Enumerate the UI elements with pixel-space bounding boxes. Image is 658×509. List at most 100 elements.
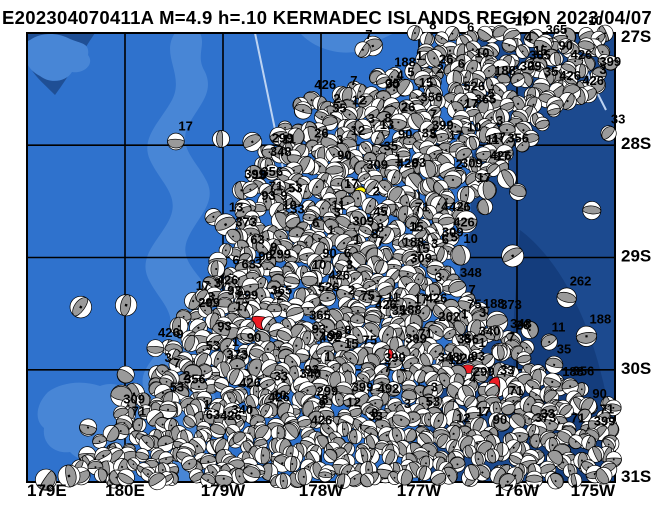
svg-text:5: 5 bbox=[451, 229, 458, 244]
svg-text:356: 356 bbox=[507, 130, 529, 145]
svg-text:3: 3 bbox=[336, 132, 343, 147]
svg-text:71: 71 bbox=[415, 199, 429, 214]
svg-text:175W: 175W bbox=[571, 481, 616, 500]
svg-text:30S: 30S bbox=[621, 359, 651, 378]
svg-text:356: 356 bbox=[573, 364, 595, 379]
svg-text:10: 10 bbox=[312, 257, 326, 272]
svg-text:365: 365 bbox=[309, 308, 331, 323]
svg-text:7: 7 bbox=[365, 27, 372, 42]
svg-text:6: 6 bbox=[232, 253, 239, 268]
svg-text:7: 7 bbox=[508, 329, 515, 344]
svg-text:26: 26 bbox=[516, 318, 530, 333]
svg-text:26: 26 bbox=[401, 100, 415, 115]
svg-text:309: 309 bbox=[461, 156, 483, 171]
svg-text:426: 426 bbox=[426, 291, 448, 306]
svg-text:17: 17 bbox=[449, 127, 463, 142]
svg-text:3: 3 bbox=[368, 111, 375, 126]
svg-text:33: 33 bbox=[274, 368, 288, 383]
svg-text:33: 33 bbox=[500, 363, 514, 378]
svg-text:1: 1 bbox=[412, 219, 419, 234]
svg-text:1: 1 bbox=[353, 232, 360, 247]
svg-text:10: 10 bbox=[463, 231, 477, 246]
svg-text:7: 7 bbox=[173, 356, 180, 371]
svg-text:12: 12 bbox=[347, 395, 361, 410]
svg-text:188: 188 bbox=[494, 63, 516, 78]
svg-text:309: 309 bbox=[520, 58, 542, 73]
svg-text:426: 426 bbox=[311, 413, 333, 428]
svg-text:176W: 176W bbox=[495, 481, 540, 500]
svg-text:12: 12 bbox=[456, 411, 470, 426]
svg-text:90: 90 bbox=[592, 386, 606, 401]
svg-text:3: 3 bbox=[479, 305, 486, 320]
svg-text:33: 33 bbox=[611, 111, 625, 126]
svg-text:4: 4 bbox=[469, 371, 477, 386]
svg-text:12: 12 bbox=[448, 352, 462, 367]
svg-text:28S: 28S bbox=[621, 134, 651, 153]
svg-text:93: 93 bbox=[217, 319, 231, 334]
svg-text:180E: 180E bbox=[105, 481, 145, 500]
svg-text:373: 373 bbox=[226, 347, 248, 362]
svg-text:4: 4 bbox=[441, 199, 449, 214]
svg-text:426: 426 bbox=[314, 77, 336, 92]
svg-text:53: 53 bbox=[170, 380, 184, 395]
svg-text:35: 35 bbox=[386, 76, 400, 91]
svg-text:1: 1 bbox=[324, 349, 331, 364]
svg-text:1: 1 bbox=[416, 48, 423, 63]
svg-text:179E: 179E bbox=[27, 481, 67, 500]
svg-text:6: 6 bbox=[312, 215, 319, 230]
svg-text:17: 17 bbox=[495, 149, 509, 164]
svg-text:526: 526 bbox=[318, 279, 340, 294]
svg-text:1: 1 bbox=[328, 223, 335, 238]
svg-text:399: 399 bbox=[352, 380, 374, 395]
svg-text:2: 2 bbox=[348, 282, 355, 297]
svg-text:399: 399 bbox=[405, 331, 427, 346]
svg-text:3: 3 bbox=[431, 236, 438, 251]
svg-text:399: 399 bbox=[594, 414, 616, 429]
svg-text:90: 90 bbox=[337, 148, 351, 163]
svg-text:71: 71 bbox=[509, 383, 523, 398]
svg-text:492: 492 bbox=[378, 381, 400, 396]
svg-text:348: 348 bbox=[460, 265, 482, 280]
svg-text:53: 53 bbox=[426, 394, 440, 409]
svg-text:426: 426 bbox=[268, 389, 290, 404]
svg-text:17: 17 bbox=[344, 176, 358, 191]
svg-text:53: 53 bbox=[206, 338, 220, 353]
svg-text:31S: 31S bbox=[621, 467, 651, 486]
svg-text:53: 53 bbox=[288, 181, 302, 196]
svg-text:6: 6 bbox=[442, 232, 449, 247]
svg-text:3: 3 bbox=[496, 113, 503, 128]
svg-text:45: 45 bbox=[373, 204, 387, 219]
svg-text:13: 13 bbox=[380, 117, 394, 132]
svg-text:188: 188 bbox=[590, 312, 612, 327]
svg-text:2: 2 bbox=[277, 288, 284, 303]
svg-text:9: 9 bbox=[319, 397, 326, 412]
svg-text:3: 3 bbox=[435, 270, 442, 285]
svg-text:177W: 177W bbox=[397, 481, 442, 500]
svg-text:8: 8 bbox=[371, 406, 378, 421]
svg-text:75: 75 bbox=[360, 288, 374, 303]
svg-text:27S: 27S bbox=[621, 27, 651, 46]
svg-text:11: 11 bbox=[552, 319, 566, 334]
svg-text:15: 15 bbox=[419, 75, 433, 90]
svg-text:2: 2 bbox=[456, 156, 463, 171]
svg-text:71: 71 bbox=[571, 411, 585, 426]
svg-text:4: 4 bbox=[525, 30, 533, 45]
svg-text:373: 373 bbox=[235, 215, 257, 230]
svg-text:7: 7 bbox=[384, 360, 391, 375]
svg-text:17: 17 bbox=[477, 170, 491, 185]
svg-text:426: 426 bbox=[571, 47, 593, 62]
svg-text:188: 188 bbox=[400, 302, 422, 317]
svg-text:3: 3 bbox=[165, 350, 172, 365]
svg-text:E202304070411A M=4.9 h=.10: E202304070411A M=4.9 h=.10 KERMADEC ISLA… bbox=[2, 7, 652, 28]
svg-text:373: 373 bbox=[535, 410, 557, 425]
svg-text:2: 2 bbox=[437, 61, 444, 76]
svg-text:10: 10 bbox=[467, 120, 481, 135]
svg-text:5: 5 bbox=[407, 65, 414, 80]
svg-text:15: 15 bbox=[344, 336, 358, 351]
svg-text:2: 2 bbox=[373, 183, 380, 198]
svg-text:348: 348 bbox=[270, 144, 292, 159]
svg-text:75: 75 bbox=[363, 333, 377, 348]
svg-text:10: 10 bbox=[282, 198, 296, 213]
svg-text:10: 10 bbox=[475, 46, 489, 61]
svg-text:26: 26 bbox=[314, 125, 328, 140]
